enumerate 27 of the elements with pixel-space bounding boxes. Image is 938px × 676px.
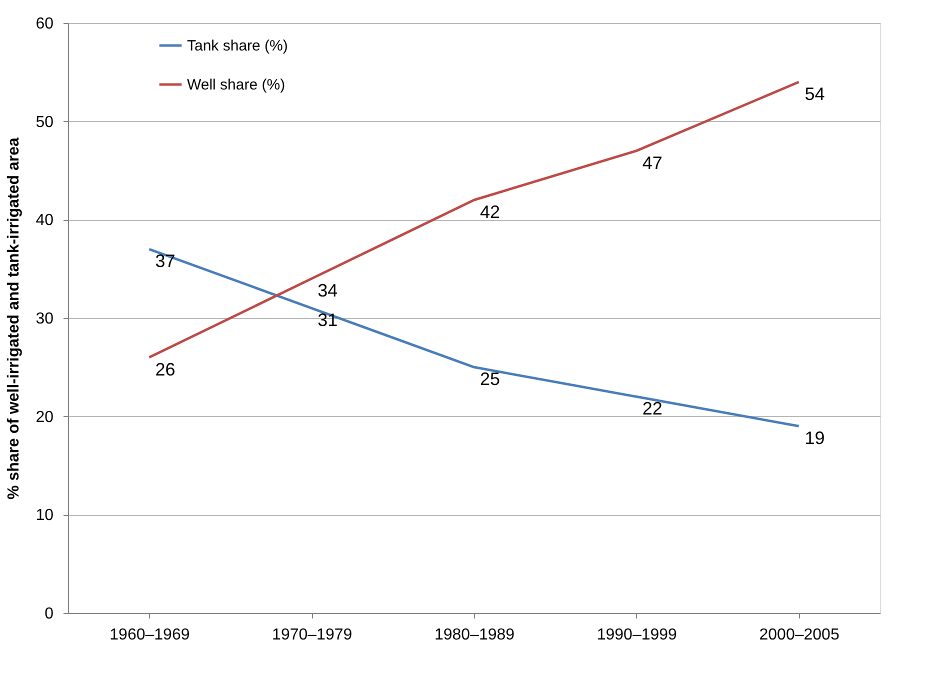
data-label: 19 [804, 428, 825, 448]
data-label: 54 [804, 84, 825, 104]
y-tick-label: 20 [36, 408, 54, 426]
y-tick-label: 60 [36, 16, 54, 32]
x-tick-label: 1970–1979 [272, 626, 352, 644]
x-tick-label: 1990–1999 [596, 626, 678, 644]
y-axis-title: % share of well-irrigated and tank-irrigated area [6, 137, 23, 500]
data-label: 31 [318, 310, 338, 330]
line-series [148, 80, 800, 359]
y-tick-label: 40 [36, 212, 54, 230]
data-label: 22 [642, 398, 662, 419]
data-label: 42 [480, 202, 500, 222]
legend-label: Tank share (%) [187, 38, 288, 54]
data-label: 47 [642, 152, 662, 173]
x-tick-label: 1960–1969 [110, 626, 190, 644]
line-series [148, 248, 800, 428]
x-tick-label: 2000–2005 [759, 626, 840, 644]
y-tick-label: 50 [36, 114, 54, 131]
x-tick-label: 1980–1989 [434, 626, 515, 644]
data-label: 34 [318, 280, 338, 301]
data-label: 26 [155, 359, 176, 380]
y-tick-label: 30 [36, 310, 54, 328]
legend-label: Well share (%) [187, 76, 286, 94]
y-tick-label: 10 [36, 507, 54, 524]
data-label: 25 [480, 369, 500, 390]
data-label: 37 [155, 251, 176, 272]
y-tick-label: 0 [44, 606, 54, 622]
